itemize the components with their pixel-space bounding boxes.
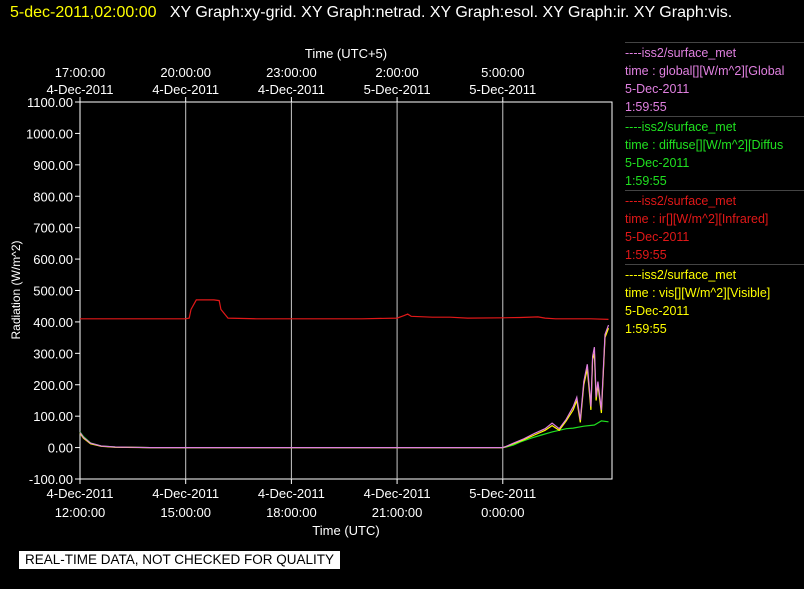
- quality-warning-banner: REAL-TIME DATA, NOT CHECKED FOR QUALITY: [19, 551, 341, 569]
- plot-area: [79, 101, 613, 480]
- x2-tick-time: 23:00:00: [266, 65, 317, 80]
- x-tick-date: 4-Dec-2011: [364, 486, 431, 501]
- x2-axis-title: Time (UTC+5): [305, 46, 387, 61]
- legend-time: 1:59:55: [625, 100, 667, 114]
- x-tick-time: 21:00:00: [372, 505, 423, 520]
- legend-date: 5-Dec-2011: [625, 304, 690, 318]
- x-tick-time: 0:00:00: [481, 505, 524, 520]
- x2-tick-time: 17:00:00: [55, 65, 106, 80]
- y-tick-label: 800.00: [33, 189, 73, 204]
- series-line-ir: [80, 299, 609, 320]
- y-tick-label: 1000.00: [26, 126, 73, 141]
- radiation-chart: 4-Dec-2011 12:00:00 4-Dec-2011 15:00:00 4-De…: [9, 46, 613, 538]
- legend-source: ----iss2/surface_met: [625, 194, 737, 208]
- x2-tick-date: 4-Dec-2011: [258, 82, 325, 97]
- y-tick-label: 700.00: [33, 221, 73, 236]
- x2-tick-date: 4-Dec-2011: [47, 82, 114, 97]
- legend-time: 1:59:55: [625, 174, 667, 188]
- y-tick-label: 400.00: [33, 315, 73, 330]
- x-tick-date: 5-Dec-2011: [469, 486, 536, 501]
- x-axis-title: Time (UTC): [312, 523, 379, 538]
- legend-time: 1:59:55: [625, 322, 667, 336]
- y-tick-label: 100.00: [33, 409, 73, 424]
- y-tick-label: 200.00: [33, 378, 73, 393]
- legend-date: 5-Dec-2011: [625, 82, 690, 96]
- x-tick-date: 4-Dec-2011: [258, 486, 325, 501]
- legend-variable: time : diffuse[][W/m^2][Diffus: [625, 138, 784, 152]
- x2-tick-time: 20:00:00: [160, 65, 211, 80]
- x2-tick-date: 5-Dec-2011: [364, 82, 431, 97]
- y-tick-label: 1100.00: [27, 95, 73, 110]
- x2-tick-date: 5-Dec-2011: [469, 82, 536, 97]
- x2-tick-date: 4-Dec-2011: [152, 82, 219, 97]
- legend-time: 1:59:55: [625, 248, 667, 262]
- y-tick-label: 0.00: [48, 441, 73, 456]
- graph-title: 5-dec-2011,02:00:00 XY Graph:xy-grid. XY…: [10, 2, 800, 23]
- legend-variable: time : global[][W/m^2][Global: [625, 64, 785, 78]
- y-axis-title: Radiation (W/m^2): [9, 241, 23, 340]
- y-tick-label: 600.00: [33, 252, 73, 267]
- x2-tick-time: 2:00:00: [375, 65, 418, 80]
- x2-tick-time: 5:00:00: [481, 65, 524, 80]
- y-tick-label: -100.00: [29, 472, 73, 487]
- x-tick-date: 4-Dec-2011: [47, 486, 114, 501]
- x-tick-date: 4-Dec-2011: [152, 486, 219, 501]
- legend-variable: time : ir[][W/m^2][Infrared]: [625, 212, 769, 226]
- x-tick-time: 12:00:00: [55, 505, 106, 520]
- title-timestamp: 5-dec-2011,02:00:00: [10, 4, 157, 21]
- y-tick-label: 500.00: [33, 284, 73, 299]
- legend-source: ----iss2/surface_met: [625, 268, 737, 282]
- title-graph-list: XY Graph:xy-grid. XY Graph:netrad. XY Gr…: [169, 4, 733, 21]
- series-line-global: [79, 324, 610, 449]
- legend-date: 5-Dec-2011: [625, 230, 690, 244]
- legend-source: ----iss2/surface_met: [625, 120, 737, 134]
- x-tick-time: 18:00:00: [266, 505, 317, 520]
- legend-variable: time : vis[][W/m^2][Visible]: [625, 286, 771, 300]
- y-tick-label: 300.00: [33, 346, 73, 361]
- legend-date: 5-Dec-2011: [625, 156, 690, 170]
- legend-source: ----iss2/surface_met: [625, 46, 737, 60]
- x-tick-time: 15:00:00: [160, 505, 211, 520]
- y-tick-label: 900.00: [33, 158, 73, 173]
